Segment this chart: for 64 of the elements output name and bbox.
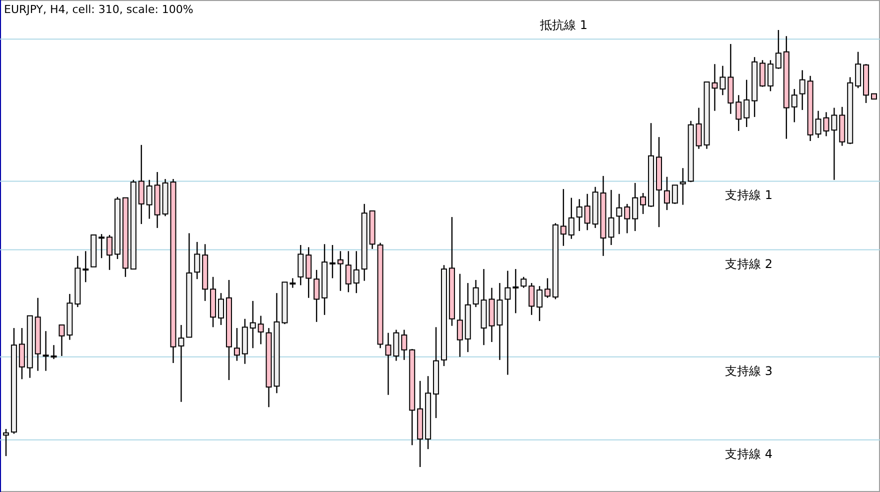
candlestick xyxy=(632,182,638,232)
candlestick xyxy=(664,176,670,211)
candlestick xyxy=(560,188,566,246)
candlestick xyxy=(146,179,152,220)
candlestick xyxy=(624,203,630,234)
candlestick xyxy=(775,29,782,70)
candlestick xyxy=(353,250,360,294)
candlestick xyxy=(250,300,256,349)
candlestick xyxy=(42,330,49,372)
candlestick xyxy=(258,315,264,345)
candlestick xyxy=(393,329,400,362)
ref-line-label: 支持線 3 xyxy=(725,364,772,378)
candlestick xyxy=(456,273,463,358)
candlestick xyxy=(401,329,408,361)
candlestick xyxy=(831,107,838,180)
candlestick xyxy=(138,144,144,225)
candlestick xyxy=(568,197,574,240)
candlestick xyxy=(799,70,806,111)
candlestick xyxy=(536,285,543,322)
candlestick xyxy=(290,278,296,288)
candlestick xyxy=(234,327,240,362)
candlestick xyxy=(98,233,105,259)
candlestick xyxy=(520,276,527,288)
ref-line-label: 支持線 4 xyxy=(725,446,772,461)
candlestick xyxy=(345,250,352,293)
candlestick xyxy=(3,428,9,457)
candlestick xyxy=(760,60,766,88)
candlestick xyxy=(504,270,511,376)
ref-line-label: 抵抗線 1 xyxy=(539,18,588,32)
candlestick xyxy=(616,193,622,235)
ref-line-label: 支持線 2 xyxy=(725,256,772,271)
chart-title: EURJPY, H4, cell: 310, scale: 100% xyxy=(4,3,194,16)
candlestick xyxy=(512,268,519,314)
candlestick xyxy=(329,244,336,279)
candlestick xyxy=(298,244,304,286)
candlestick xyxy=(680,167,686,206)
candlestick xyxy=(306,246,312,298)
candlestick xyxy=(218,292,224,326)
candlestick xyxy=(584,193,590,231)
candlestick xyxy=(18,327,25,380)
candlestick xyxy=(576,198,582,232)
candlestick xyxy=(50,344,57,360)
candlestick xyxy=(106,234,113,271)
candlestick xyxy=(767,60,774,92)
candlestick xyxy=(744,79,750,128)
candlestick xyxy=(640,192,646,215)
candlestick xyxy=(385,332,392,396)
candlestick xyxy=(194,241,200,280)
candlestick xyxy=(314,269,320,323)
candlestick xyxy=(672,184,678,205)
candlestick xyxy=(608,189,614,246)
candlestick xyxy=(528,282,535,316)
candlestick xyxy=(82,250,89,283)
candlestick xyxy=(791,88,798,123)
candlestick xyxy=(696,107,702,150)
ref-line-label: 支持線 1 xyxy=(725,188,772,202)
candlestick xyxy=(855,51,862,89)
candlestick xyxy=(736,94,742,132)
candlestick xyxy=(544,278,551,298)
candlestick xyxy=(720,65,726,96)
candlestick xyxy=(58,324,65,357)
candlestick xyxy=(337,250,344,292)
candlestick xyxy=(178,324,184,402)
candlestick xyxy=(472,279,479,308)
